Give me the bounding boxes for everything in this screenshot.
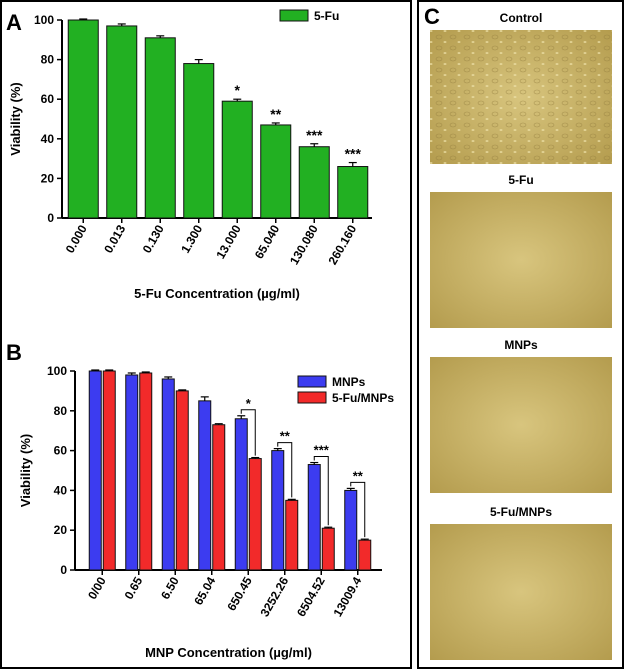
bar bbox=[161, 378, 175, 571]
x-axis-label: 5-Fu Concentration (µg/ml) bbox=[134, 286, 300, 301]
bar bbox=[139, 372, 153, 571]
bar bbox=[88, 370, 102, 571]
significance-label: *** bbox=[345, 146, 362, 162]
y-tick-label: 60 bbox=[41, 92, 55, 106]
bar bbox=[125, 374, 139, 571]
significance-bracket bbox=[277, 442, 293, 498]
x-tick-label: 65.040 bbox=[252, 222, 283, 261]
bar bbox=[307, 464, 321, 571]
bar bbox=[358, 539, 372, 571]
bar bbox=[344, 489, 358, 571]
legend-label: 5-Fu bbox=[314, 9, 339, 23]
bar bbox=[248, 458, 262, 571]
y-tick-label: 0 bbox=[60, 563, 67, 577]
bar bbox=[212, 424, 226, 571]
y-tick-label: 60 bbox=[54, 444, 68, 458]
x-tick-label: 13.000 bbox=[213, 222, 244, 261]
x-tick-label: 6504.52 bbox=[294, 574, 328, 619]
panel-label: A bbox=[6, 10, 22, 35]
image-label: 5-Fu/MNPs bbox=[490, 505, 552, 519]
significance-bracket bbox=[240, 409, 256, 456]
x-tick-label: 65.04 bbox=[191, 574, 218, 607]
x-tick-label: 260.160 bbox=[326, 222, 360, 267]
x-tick-label: 650.45 bbox=[224, 574, 255, 613]
significance-label: *** bbox=[314, 443, 330, 458]
bar bbox=[298, 146, 330, 219]
image-label: Control bbox=[500, 11, 543, 25]
bar bbox=[144, 37, 176, 219]
legend-label: 5-Fu/MNPs bbox=[332, 391, 394, 405]
bar bbox=[285, 499, 299, 571]
bar bbox=[183, 63, 215, 219]
legend-swatch bbox=[279, 9, 309, 22]
significance-label: * bbox=[246, 396, 252, 411]
y-tick-label: 100 bbox=[47, 364, 67, 378]
bar bbox=[106, 25, 138, 219]
y-tick-label: 20 bbox=[41, 171, 55, 185]
x-tick-label: 6.50 bbox=[158, 574, 182, 602]
y-tick-label: 40 bbox=[54, 483, 68, 497]
micrograph bbox=[430, 524, 612, 660]
y-tick-label: 0 bbox=[47, 211, 54, 225]
y-axis-label: Viability (%) bbox=[18, 434, 33, 507]
y-axis-label: Viability (%) bbox=[8, 82, 23, 155]
bar bbox=[260, 124, 292, 219]
x-tick-label: 13009.4 bbox=[331, 574, 365, 619]
bar bbox=[175, 390, 189, 571]
micrograph bbox=[430, 357, 612, 493]
panel-label: B bbox=[6, 340, 22, 365]
x-tick-label: 0.65 bbox=[122, 574, 146, 602]
bar bbox=[67, 19, 99, 219]
x-tick-label: 3252.26 bbox=[258, 574, 292, 619]
significance-label: ** bbox=[270, 106, 281, 122]
bar bbox=[102, 370, 116, 571]
legend-label: MNPs bbox=[332, 375, 366, 389]
bar bbox=[198, 400, 212, 571]
significance-label: ** bbox=[280, 429, 291, 444]
micrograph-cells bbox=[430, 30, 612, 164]
left-frame bbox=[0, 0, 412, 669]
image-label: 5-Fu bbox=[508, 173, 533, 187]
bar bbox=[271, 450, 285, 571]
bar bbox=[234, 418, 248, 571]
significance-bracket bbox=[350, 481, 366, 538]
y-tick-label: 40 bbox=[41, 132, 55, 146]
panel-label: C bbox=[424, 4, 440, 29]
right-frame bbox=[417, 0, 624, 669]
x-tick-label: 0.000 bbox=[63, 222, 90, 255]
bar bbox=[337, 166, 369, 219]
significance-bracket bbox=[313, 456, 329, 526]
x-tick-label: 0.130 bbox=[140, 222, 167, 255]
legend-swatch bbox=[297, 375, 327, 388]
x-tick-label: 130.080 bbox=[287, 222, 321, 267]
x-tick-label: 0.013 bbox=[101, 222, 128, 255]
legend-swatch bbox=[297, 391, 327, 404]
bar bbox=[221, 100, 253, 219]
significance-label: * bbox=[235, 82, 241, 98]
bar bbox=[321, 527, 335, 571]
significance-label: *** bbox=[306, 127, 323, 143]
x-axis-label: MNP Concentration (µg/ml) bbox=[145, 645, 312, 660]
micrograph bbox=[430, 192, 612, 328]
y-tick-label: 80 bbox=[41, 53, 55, 67]
x-tick-label: 1.300 bbox=[178, 222, 205, 255]
y-tick-label: 80 bbox=[54, 404, 68, 418]
y-tick-label: 100 bbox=[34, 13, 54, 27]
image-label: MNPs bbox=[504, 338, 538, 352]
significance-label: ** bbox=[353, 468, 364, 483]
x-tick-label: 0/00 bbox=[85, 574, 109, 602]
y-tick-label: 20 bbox=[54, 523, 68, 537]
